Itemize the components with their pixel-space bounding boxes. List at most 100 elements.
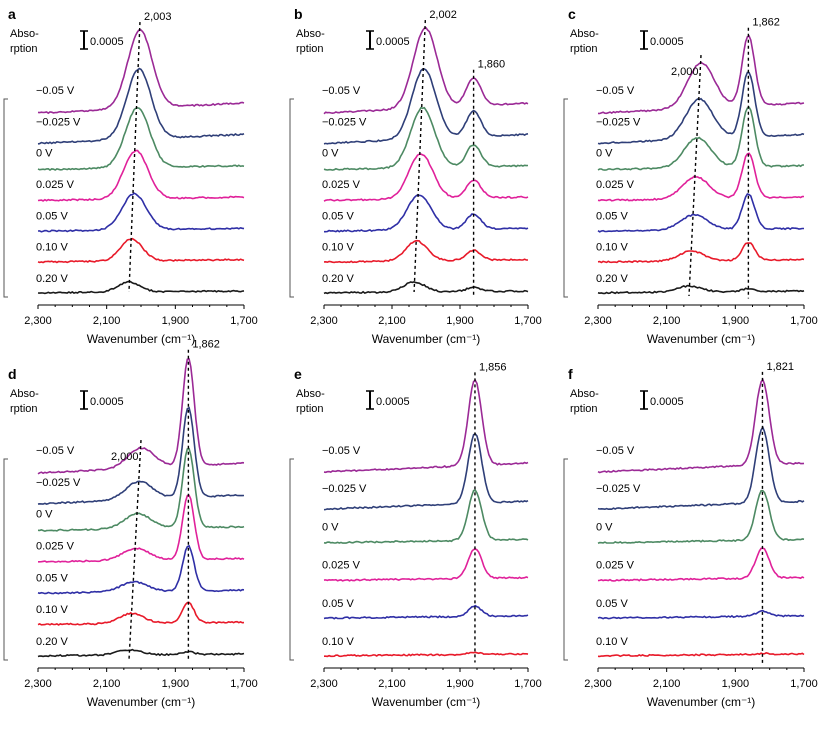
ylabel-line1: Abso- bbox=[10, 28, 39, 40]
ylabel-line1: Abso- bbox=[10, 388, 39, 400]
series-label: 0.10 V bbox=[322, 636, 354, 648]
x-tick-label: 2,300 bbox=[310, 678, 338, 690]
series-label: 0.05 V bbox=[322, 598, 354, 610]
stack-bracket bbox=[3, 458, 8, 661]
series-label: 0.05 V bbox=[596, 210, 628, 222]
series-label: 0.05 V bbox=[322, 210, 354, 222]
spectrum-0.05 V bbox=[323, 604, 529, 620]
panel-a: a Abso-rption 0.0005 2,300 2,100 1,900 1,700 Wa… bbox=[3, 6, 258, 346]
spectrum--0.05 V bbox=[323, 379, 529, 474]
spectrum--0.025 V bbox=[323, 68, 529, 145]
series-label: 0.025 V bbox=[322, 560, 361, 572]
peak-annotation: 1,821 bbox=[766, 361, 794, 373]
series-label: 0.025 V bbox=[596, 179, 635, 191]
series-label: −0.05 V bbox=[322, 85, 361, 97]
series-label: −0.025 V bbox=[36, 477, 81, 489]
series-label: 0.025 V bbox=[322, 179, 361, 191]
peak-annotation: 2,003 bbox=[144, 11, 172, 23]
spectrum--0.025 V bbox=[597, 71, 805, 145]
spectrum--0.025 V bbox=[37, 406, 245, 505]
spectrum--0.05 V bbox=[597, 35, 805, 115]
panel-label: e bbox=[294, 366, 302, 382]
spectrum-0.025 V bbox=[597, 547, 805, 582]
spectrum-0.20 V bbox=[37, 280, 245, 295]
x-tick-label: 1,900 bbox=[722, 315, 750, 327]
spectrum-0.05 V bbox=[37, 544, 245, 595]
spectrum-0 V bbox=[37, 106, 245, 171]
series-label: −0.025 V bbox=[36, 116, 81, 128]
x-tick-label: 2,300 bbox=[584, 315, 612, 327]
spectrum-0.10 V bbox=[37, 601, 245, 626]
spectrum--0.05 V bbox=[323, 26, 529, 115]
series-label: −0.05 V bbox=[36, 445, 75, 457]
ylabel-line2: rption bbox=[296, 403, 324, 415]
peak-guide-line bbox=[128, 22, 141, 293]
x-tick-label: 1,700 bbox=[514, 678, 542, 690]
series-label: 0 V bbox=[596, 521, 613, 533]
x-axis-label: Wavenumber (cm⁻¹) bbox=[372, 695, 481, 709]
series-label: 0.10 V bbox=[596, 242, 628, 254]
spectrum-0.10 V bbox=[597, 242, 805, 264]
series-label: 0 V bbox=[36, 148, 53, 160]
spectrum--0.05 V bbox=[597, 377, 805, 474]
scale-bar-label: 0.0005 bbox=[650, 396, 684, 408]
spectrum-0.10 V bbox=[323, 239, 528, 264]
series-label: −0.025 V bbox=[322, 483, 367, 495]
spectrum--0.025 V bbox=[323, 433, 529, 511]
spectrum-0 V bbox=[37, 447, 245, 533]
scale-bar-label: 0.0005 bbox=[376, 36, 410, 48]
panel-label: b bbox=[294, 6, 303, 22]
ylabel-line1: Abso- bbox=[570, 388, 599, 400]
panel-label: c bbox=[568, 6, 576, 22]
x-tick-label: 1,900 bbox=[446, 678, 474, 690]
stack-bracket bbox=[563, 458, 568, 661]
series-label: 0.10 V bbox=[36, 242, 68, 254]
x-tick-label: 1,700 bbox=[230, 315, 258, 327]
x-axis-label: Wavenumber (cm⁻¹) bbox=[647, 695, 756, 709]
spectrum-0.025 V bbox=[323, 153, 529, 202]
series-label: 0 V bbox=[596, 148, 613, 160]
series-label: 0.025 V bbox=[36, 541, 75, 553]
series-label: 0 V bbox=[36, 509, 53, 521]
series-label: −0.025 V bbox=[596, 483, 641, 495]
x-tick-label: 2,300 bbox=[310, 315, 338, 327]
x-tick-label: 1,900 bbox=[722, 678, 750, 690]
series-label: 0.20 V bbox=[36, 273, 68, 285]
series-label: 0.05 V bbox=[596, 598, 628, 610]
stack-bracket bbox=[289, 458, 294, 661]
spectrum-0.05 V bbox=[597, 193, 804, 233]
spectrum--0.05 V bbox=[37, 28, 245, 115]
scale-bar-label: 0.0005 bbox=[90, 396, 124, 408]
spectrum-0.20 V bbox=[597, 284, 805, 295]
panel-f: f Abso-rption 0.0005 2,300 2,100 1,900 1,700 Wa… bbox=[563, 361, 818, 709]
x-tick-label: 2,300 bbox=[24, 678, 52, 690]
panel-label: d bbox=[8, 366, 17, 382]
series-label: −0.05 V bbox=[36, 85, 75, 97]
series-label: 0.20 V bbox=[36, 636, 68, 648]
peak-annotation: 1,862 bbox=[192, 339, 220, 351]
peak-annotation: 1,860 bbox=[478, 59, 506, 71]
x-tick-label: 1,700 bbox=[790, 315, 818, 327]
series-label: 0.05 V bbox=[36, 572, 68, 584]
spectrum-0.05 V bbox=[37, 192, 245, 233]
spectrum-0 V bbox=[323, 489, 529, 544]
ylabel-line2: rption bbox=[570, 43, 598, 55]
peak-annotation: 2,002 bbox=[429, 9, 457, 21]
series-label: −0.05 V bbox=[322, 445, 361, 457]
x-tick-label: 1,700 bbox=[230, 678, 258, 690]
spectrum-0.10 V bbox=[597, 652, 805, 658]
stack-bracket bbox=[3, 98, 8, 298]
spectrum-0 V bbox=[597, 489, 805, 545]
panel-label: f bbox=[568, 366, 573, 382]
spectrum-0.05 V bbox=[324, 194, 529, 233]
series-label: 0.20 V bbox=[596, 273, 628, 285]
ylabel-line2: rption bbox=[10, 403, 38, 415]
peak-guide-line bbox=[128, 440, 142, 661]
x-tick-label: 2,100 bbox=[93, 315, 121, 327]
series-label: 0.05 V bbox=[36, 210, 68, 222]
x-tick-label: 2,100 bbox=[653, 315, 681, 327]
spectrum-0.025 V bbox=[38, 494, 245, 563]
spectrum-0.025 V bbox=[323, 548, 529, 582]
series-label: −0.025 V bbox=[596, 116, 641, 128]
spectrum--0.025 V bbox=[597, 425, 805, 511]
